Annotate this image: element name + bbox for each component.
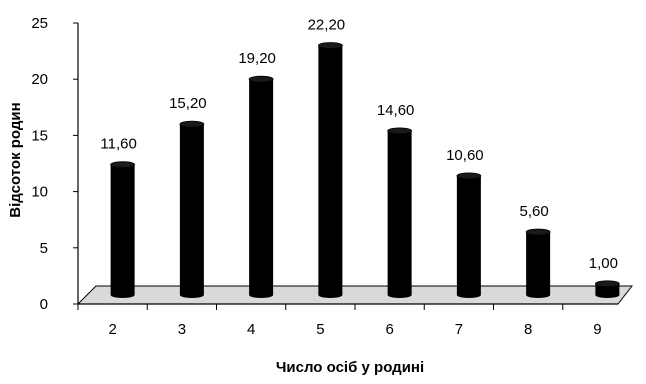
bar-2: [110, 161, 136, 298]
x-tick-label-7: 7: [455, 321, 463, 338]
data-label-9: 1,00: [589, 255, 618, 272]
bar-9: [594, 280, 620, 298]
bar-4: [248, 75, 274, 298]
bar-3: [179, 120, 205, 298]
y-tick-label: 5: [40, 240, 48, 257]
y-tick-label: 0: [40, 296, 48, 313]
y-tick-label: 25: [31, 15, 48, 32]
x-tick-label-4: 4: [247, 321, 255, 338]
x-tick-label-6: 6: [385, 321, 393, 338]
data-label-2: 11,60: [100, 136, 136, 153]
x-tick-label-5: 5: [316, 321, 324, 338]
x-tick-label-8: 8: [524, 321, 532, 338]
data-label-6: 14,60: [377, 102, 415, 119]
x-tick-label-3: 3: [178, 321, 186, 338]
x-axis-title: Число осіб у родині: [276, 359, 424, 376]
data-label-3: 15,20: [169, 95, 207, 112]
data-label-7: 10,60: [446, 147, 484, 164]
bar-5: [317, 42, 343, 298]
y-tick-label: 10: [31, 184, 48, 201]
x-tick-label-9: 9: [593, 321, 601, 338]
data-label-4: 19,20: [238, 50, 276, 67]
x-tick-label-2: 2: [108, 321, 116, 338]
y-axis-title: Відсоток родин: [7, 102, 24, 217]
bar-7: [456, 172, 482, 298]
y-tick-label: 15: [31, 127, 48, 144]
y-tick-label: 20: [31, 71, 48, 88]
data-label-5: 22,20: [308, 16, 346, 33]
bar-6: [387, 127, 413, 298]
data-label-8: 5,60: [520, 203, 549, 220]
bar-8: [525, 228, 551, 298]
